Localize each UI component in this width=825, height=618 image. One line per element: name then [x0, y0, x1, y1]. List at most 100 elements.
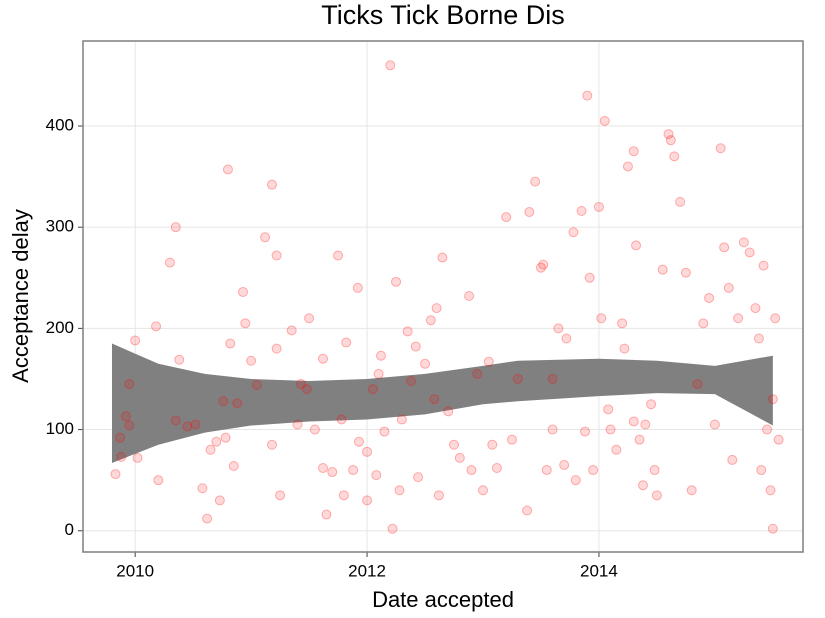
point	[522, 505, 533, 516]
point	[205, 444, 216, 455]
point	[238, 286, 248, 297]
point	[506, 434, 517, 445]
point	[120, 411, 131, 422]
point	[218, 396, 229, 407]
point	[561, 333, 572, 344]
point	[603, 404, 614, 415]
point	[246, 355, 257, 366]
point	[301, 384, 312, 395]
point	[622, 161, 633, 172]
point	[431, 303, 442, 314]
point	[767, 523, 778, 534]
point	[266, 439, 277, 450]
point	[153, 475, 164, 486]
point	[228, 460, 239, 471]
point	[433, 490, 444, 501]
point	[362, 446, 373, 457]
point	[164, 257, 175, 268]
point	[170, 415, 181, 426]
point	[478, 485, 488, 496]
point	[619, 343, 630, 354]
point	[704, 293, 715, 304]
point	[758, 260, 769, 271]
point	[353, 436, 364, 447]
point	[271, 343, 282, 354]
point	[413, 472, 424, 483]
point	[584, 272, 595, 283]
point	[466, 465, 477, 476]
point	[501, 212, 512, 223]
point	[286, 325, 297, 336]
x-tick-label: 2012	[348, 561, 386, 580]
point	[733, 313, 744, 324]
plot-background	[83, 41, 803, 552]
point	[512, 373, 523, 384]
point	[646, 399, 657, 410]
point	[220, 432, 231, 443]
plot-border	[82, 40, 804, 553]
point	[222, 164, 233, 175]
point	[394, 485, 405, 496]
point	[327, 467, 338, 478]
y-tick-label: 300	[46, 217, 74, 236]
point	[321, 509, 332, 520]
point	[698, 318, 709, 329]
point	[318, 463, 328, 474]
point	[429, 394, 440, 405]
point	[251, 380, 262, 391]
point	[260, 232, 271, 243]
point	[628, 416, 639, 427]
point	[385, 60, 396, 71]
point	[686, 485, 697, 496]
point	[464, 290, 475, 301]
point	[541, 465, 552, 476]
point	[132, 452, 143, 463]
point	[182, 421, 193, 432]
point	[605, 424, 616, 435]
point	[391, 276, 402, 287]
point	[367, 384, 378, 395]
point	[491, 463, 502, 474]
point	[240, 318, 251, 329]
point	[373, 368, 384, 379]
point	[271, 250, 282, 261]
point	[410, 341, 421, 352]
point	[588, 465, 599, 476]
y-tick-label: 400	[46, 115, 74, 134]
point	[341, 337, 352, 348]
point	[709, 419, 720, 430]
point	[570, 475, 581, 486]
point	[675, 196, 686, 207]
point	[124, 379, 135, 390]
point	[292, 419, 303, 430]
point	[657, 264, 668, 275]
point	[266, 179, 277, 190]
point	[225, 338, 236, 349]
point	[665, 135, 676, 146]
point	[547, 424, 558, 435]
point	[593, 201, 604, 212]
point	[348, 465, 359, 476]
point	[773, 434, 784, 445]
point	[750, 303, 761, 314]
point	[599, 115, 610, 126]
point	[738, 237, 749, 248]
point	[582, 90, 593, 101]
point	[596, 313, 607, 324]
point	[214, 495, 225, 506]
x-tick-label: 2010	[116, 561, 154, 580]
point	[202, 513, 213, 524]
point	[559, 459, 570, 470]
point	[304, 313, 315, 324]
point	[443, 406, 454, 417]
point	[487, 439, 498, 450]
point	[524, 207, 535, 218]
point	[727, 454, 738, 465]
point	[715, 143, 726, 154]
y-tick-label: 0	[65, 520, 74, 539]
point	[275, 490, 286, 501]
y-tick-label: 200	[46, 318, 74, 337]
chart-title: Ticks Tick Borne Dis	[321, 0, 565, 30]
